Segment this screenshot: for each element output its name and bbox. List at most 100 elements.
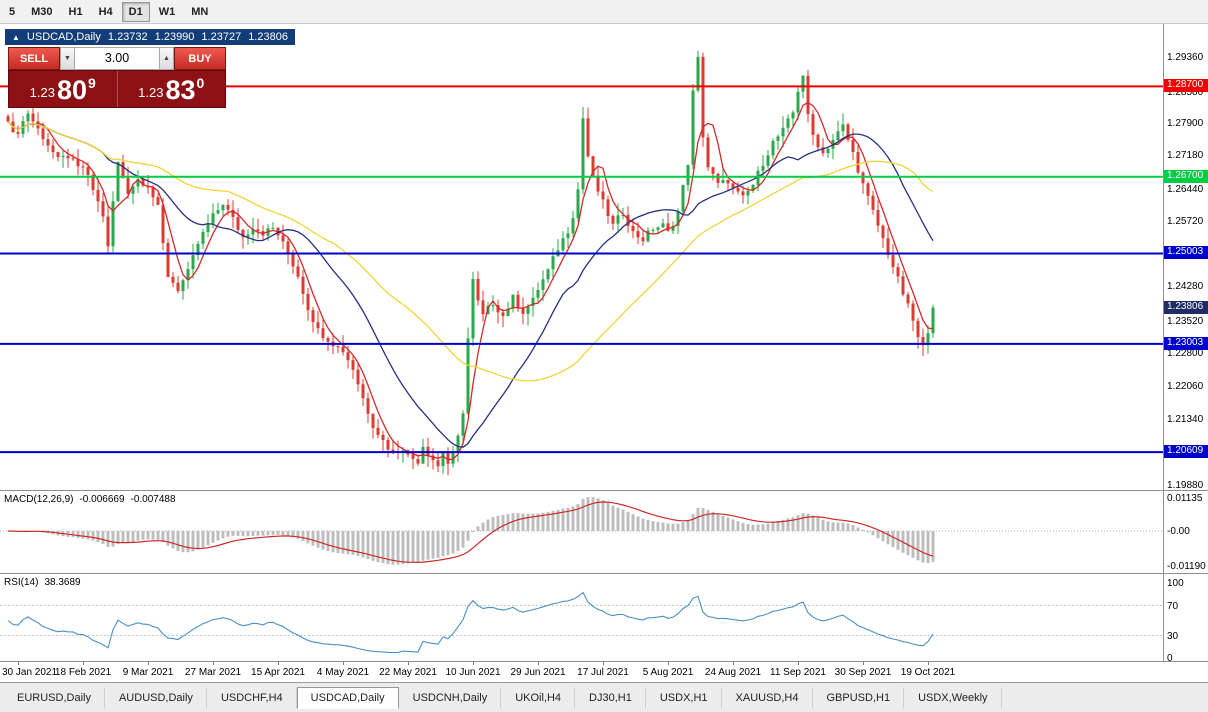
chart-tab-gbpusd-h1[interactable]: GBPUSD,H1 <box>813 687 905 709</box>
sell-button[interactable]: SELL <box>8 47 60 70</box>
chart-tab-usdx-weekly[interactable]: USDX,Weekly <box>904 687 1002 709</box>
chart-tabs: EURUSD,Daily AUDUSD,Daily USDCHF,H4 USDCAD,… <box>3 687 1208 709</box>
date-tick <box>668 662 669 665</box>
date-tick <box>798 662 799 665</box>
rsi-panel-separator[interactable] <box>0 573 1208 574</box>
price-tick: 1.23520 <box>1167 315 1204 327</box>
price-tick: 1.24280 <box>1167 281 1204 293</box>
timeframe-toolbar: 5 M30 H1 H4 D1 W1 MN <box>0 0 1208 24</box>
candle-bodies <box>6 56 935 467</box>
chart-tab-usdcad-daily[interactable]: USDCAD,Daily <box>296 687 399 709</box>
timeframe-button-m30[interactable]: M30 <box>24 2 59 22</box>
price-level-badge: 1.20609 <box>1164 445 1208 459</box>
bid-price-point: 9 <box>88 75 96 91</box>
date-tick <box>733 662 734 665</box>
open-value: 1.23732 <box>107 31 148 43</box>
date-label: 24 Aug 2021 <box>704 667 762 678</box>
timeframe-button-d1[interactable]: D1 <box>121 1 150 22</box>
price-tick: 1.27900 <box>1167 117 1204 129</box>
bid-price-pips: 80 <box>56 75 88 105</box>
moving-average-20 <box>7 121 934 448</box>
price-tick: 1.29360 <box>1167 51 1204 63</box>
date-tick <box>928 662 929 665</box>
rsi-axis-tick: 100 <box>1167 578 1184 589</box>
chart-tab-ukoil-h4[interactable]: UKOil,H4 <box>501 687 576 709</box>
timeframe-button-h1[interactable]: H1 <box>62 2 90 22</box>
date-label: 4 May 2021 <box>316 667 370 678</box>
macd-panel-separator[interactable] <box>0 490 1208 491</box>
date-label: 5 Aug 2021 <box>642 667 694 678</box>
date-tick <box>278 662 279 665</box>
date-tick <box>603 662 604 665</box>
close-value: 1.23806 <box>248 31 288 43</box>
ask-price-pips: 83 <box>165 75 196 105</box>
date-tick <box>18 662 19 665</box>
date-label: 29 Jun 2021 <box>510 667 566 678</box>
date-label: 19 Oct 2021 <box>900 667 956 678</box>
price-level-badge: 1.28700 <box>1164 79 1208 93</box>
chart-tab-dj30-h1[interactable]: DJ30,H1 <box>575 687 646 709</box>
date-label: 30 Jan 2021 <box>2 667 58 678</box>
price-level-badge: 1.23003 <box>1164 336 1208 350</box>
macd-histogram <box>6 497 935 565</box>
chart-tab-xauusd-h4[interactable]: XAUUSD,H4 <box>722 687 813 709</box>
high-value: 1.23990 <box>154 31 195 43</box>
rsi-indicator-canvas[interactable] <box>0 574 1163 661</box>
price-tick: 1.19880 <box>1167 480 1204 492</box>
timeframe-button-5[interactable]: 5 <box>2 2 22 22</box>
chart-tab-usdchf-h4[interactable]: USDCHF,H4 <box>207 687 297 709</box>
macd-name: MACD(12,26,9) <box>4 494 74 505</box>
volume-increase-button[interactable]: ▲ <box>159 47 174 70</box>
macd-indicator-canvas[interactable] <box>0 491 1163 573</box>
date-tick <box>408 662 409 665</box>
rsi-axis-tick: 70 <box>1167 600 1179 612</box>
price-tick: 1.21340 <box>1167 414 1204 426</box>
chart-tab-usdcnh-daily[interactable]: USDCNH,Daily <box>399 687 502 709</box>
rsi-value: 38.3689 <box>44 577 81 588</box>
bid-ask-display: 1.23 80 9 1.23 83 0 <box>8 70 226 108</box>
date-tick <box>83 662 84 665</box>
bid-price[interactable]: 1.23 80 9 <box>9 71 118 107</box>
macd-value-main: -0.006669 <box>79 494 125 505</box>
price-tick: 1.22060 <box>1167 381 1204 393</box>
macd-axis-tick: -0.00 <box>1167 526 1190 537</box>
price-axis-separator <box>1163 24 1164 661</box>
rsi-name: RSI(14) <box>4 577 39 588</box>
price-level-badge: 1.26700 <box>1164 169 1208 183</box>
date-label: 9 Mar 2021 <box>122 667 174 678</box>
ask-price[interactable]: 1.23 83 0 <box>118 71 226 107</box>
macd-indicator-label: MACD(12,26,9) -0.006669 -0.007488 <box>4 494 176 505</box>
buy-button[interactable]: BUY <box>174 47 226 70</box>
one-click-trading-panel: SELL ▼ 3.00 ▲ BUY 1.23 80 9 1.23 83 0 <box>8 47 226 108</box>
price-level-badge: 1.25003 <box>1164 246 1208 260</box>
date-label: 11 Sep 2021 <box>770 667 826 678</box>
trade-controls-row: SELL ▼ 3.00 ▲ BUY <box>8 47 226 70</box>
date-axis-separator <box>0 661 1208 662</box>
date-tick <box>473 662 474 665</box>
macd-axis-tick: -0.01190 <box>1167 561 1206 572</box>
timeframe-button-h4[interactable]: H4 <box>92 2 120 22</box>
date-tick <box>343 662 344 665</box>
chart-tab-usdx-h1[interactable]: USDX,H1 <box>646 687 722 709</box>
rsi-line <box>7 591 934 654</box>
timeframe-button-mn[interactable]: MN <box>184 2 215 22</box>
timeframe-button-w1[interactable]: W1 <box>152 2 183 22</box>
date-axis[interactable]: 30 Jan 2021 18 Feb 2021 9 Mar 2021 27 Mar 2… <box>0 662 1163 682</box>
price-tick: 1.22800 <box>1167 348 1204 360</box>
chart-tab-eurusd-daily[interactable]: EURUSD,Daily <box>3 687 105 709</box>
date-label: 10 Jun 2021 <box>445 667 501 678</box>
current-price-badge: 1.23806 <box>1164 300 1208 314</box>
ohlc-info-bar: ▲ USDCAD,Daily 1.23732 1.23990 1.23727 1… <box>5 29 295 45</box>
volume-decrease-button[interactable]: ▼ <box>60 47 75 70</box>
volume-input[interactable]: 3.00 <box>75 47 159 70</box>
date-label: 30 Sep 2021 <box>834 667 892 678</box>
date-label: 22 May 2021 <box>379 667 437 678</box>
symbol-period-label: USDCAD,Daily <box>26 31 101 43</box>
date-label: 18 Feb 2021 <box>54 667 112 678</box>
ask-price-point: 0 <box>196 75 205 91</box>
rsi-axis-tick: 30 <box>1167 630 1179 642</box>
chart-tab-audusd-daily[interactable]: AUDUSD,Daily <box>105 687 207 709</box>
price-tick: 1.27180 <box>1167 150 1204 162</box>
macd-axis-tick: 0.01135 <box>1167 493 1203 504</box>
